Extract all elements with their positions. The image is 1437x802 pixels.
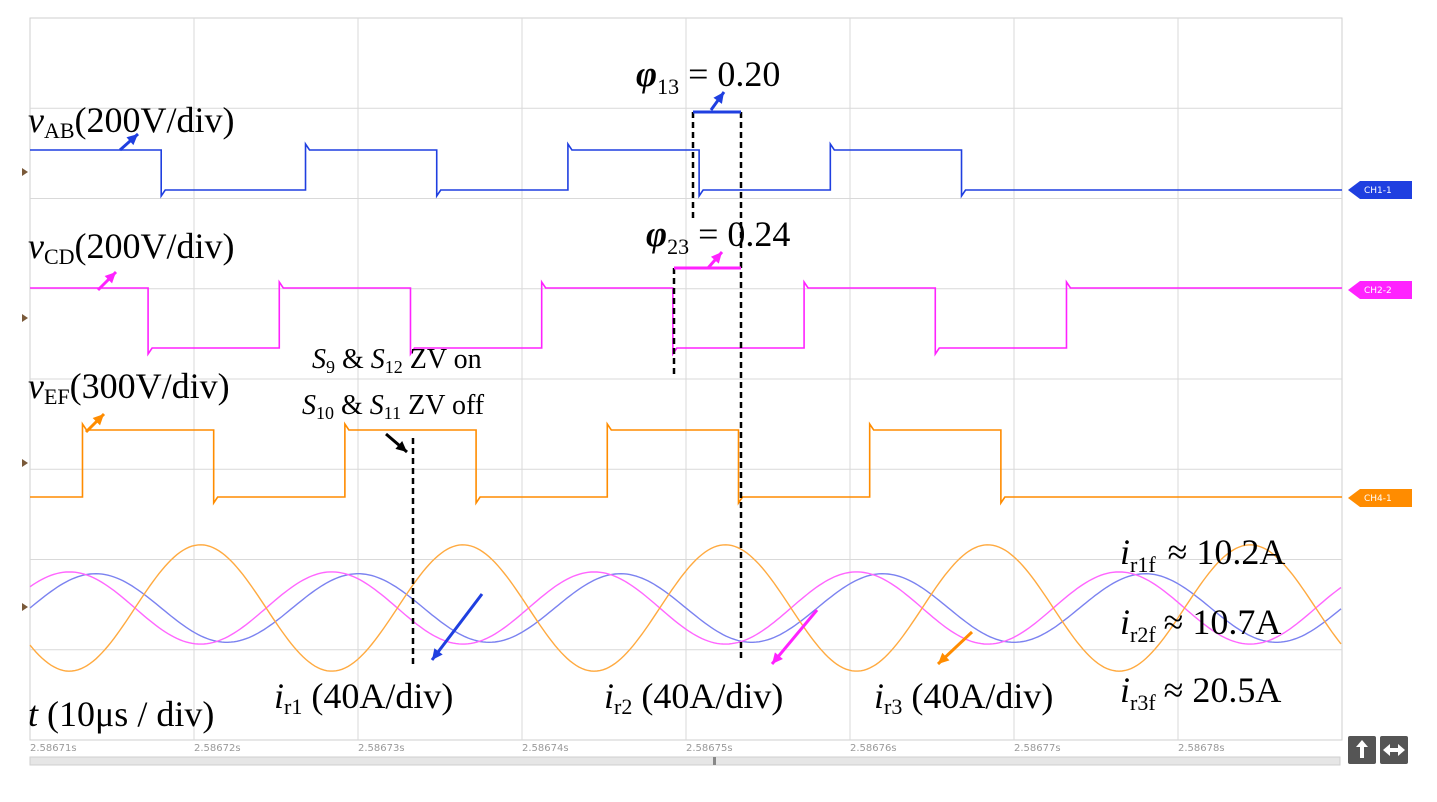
zvs-arrow-head [395,441,407,452]
channel-tag-label: CH2-2 [1364,286,1392,296]
ir3-waveform [29,544,1342,672]
time-tick-label: 2.58677s [1014,743,1061,754]
time-tick-labels: 2.58671s 2.58672s 2.58673s 2.58674s 2.58675s… [30,743,1225,754]
channel-tag-label: CH4-1 [1364,494,1392,504]
zvs-off-label: S10 & S11 ZV off [302,390,485,423]
vef-waveform [30,421,1342,506]
vertical-zoom-button[interactable] [1348,736,1376,764]
time-tick-label: 2.58678s [1178,743,1225,754]
ground-marker [22,459,28,467]
channel-tag-ch4[interactable]: CH4-1 [1348,489,1412,507]
channel-tag-shape [1348,181,1412,199]
vcd-label: vCD(200V/div) [28,226,235,269]
phi13-arrow-head [713,92,724,104]
channel-markers [22,168,28,611]
time-tick-label: 2.58674s [522,743,569,754]
channel-tag-shape [1348,281,1412,299]
time-tick-label: 2.58673s [358,743,405,754]
ir1-waveform [29,572,1342,644]
waveforms [29,141,1342,672]
ir3-label: ir3 (40A/div) [874,676,1053,719]
ir2f-value: ir2f ≈ 10.7A [1120,602,1281,647]
zvs-on-label: S9 & S12 ZV on [312,344,482,377]
ir3-arrow-head [938,652,950,664]
ground-marker [22,603,28,611]
ground-marker [22,314,28,322]
grid [29,17,1343,741]
vab-label: vAB(200V/div) [28,100,235,143]
left-right-arrow-icon [1383,744,1405,756]
up-down-arrow-icon [1356,740,1368,758]
ground-marker [22,168,28,176]
channel-tag-shape [1348,489,1412,507]
vef-label: vEF(300V/div) [28,366,230,409]
ir2-arrow [770,609,819,665]
vab-waveform [30,141,1342,199]
vab-arrow-head [126,134,138,146]
channel-tag-ch1[interactable]: CH1-1 [1348,181,1412,199]
scrollbar-thumb[interactable] [713,757,716,765]
time-tick-label: 2.58671s [30,743,77,754]
ir3f-value: ir3f ≈ 20.5A [1120,670,1281,715]
ir2-label: ir2 (40A/div) [604,676,783,719]
time-tick-label: 2.58676s [850,743,897,754]
ir1-arrow-head [432,648,443,660]
ir1-arrow [430,593,484,661]
vcd-arrow-head [104,272,116,284]
channel-tag-label: CH1-1 [1364,186,1392,196]
vef-arrow-head [92,414,104,426]
ir1-label: ir1 (40A/div) [274,676,453,719]
phi23-label: φ23 = 0.24 [646,214,790,259]
phi13-label: φ13 = 0.20 [636,54,780,99]
time-scale-label: t (10μs / div) [28,694,214,734]
phi23-arrow-head [710,252,722,264]
horizontal-scrollbar[interactable] [29,756,1341,766]
channel-tag-ch2[interactable]: CH2-2 [1348,281,1412,299]
time-tick-label: 2.58675s [686,743,733,754]
ir2-arrow-head [772,652,783,664]
ir2-waveform [29,571,1342,645]
vcd-waveform [30,279,1342,357]
ir1f-value: ir1f ≈ 10.2A [1120,532,1285,577]
annotation-lines [84,91,974,666]
time-tick-label: 2.58672s [194,743,241,754]
horizontal-zoom-button[interactable] [1380,736,1408,764]
